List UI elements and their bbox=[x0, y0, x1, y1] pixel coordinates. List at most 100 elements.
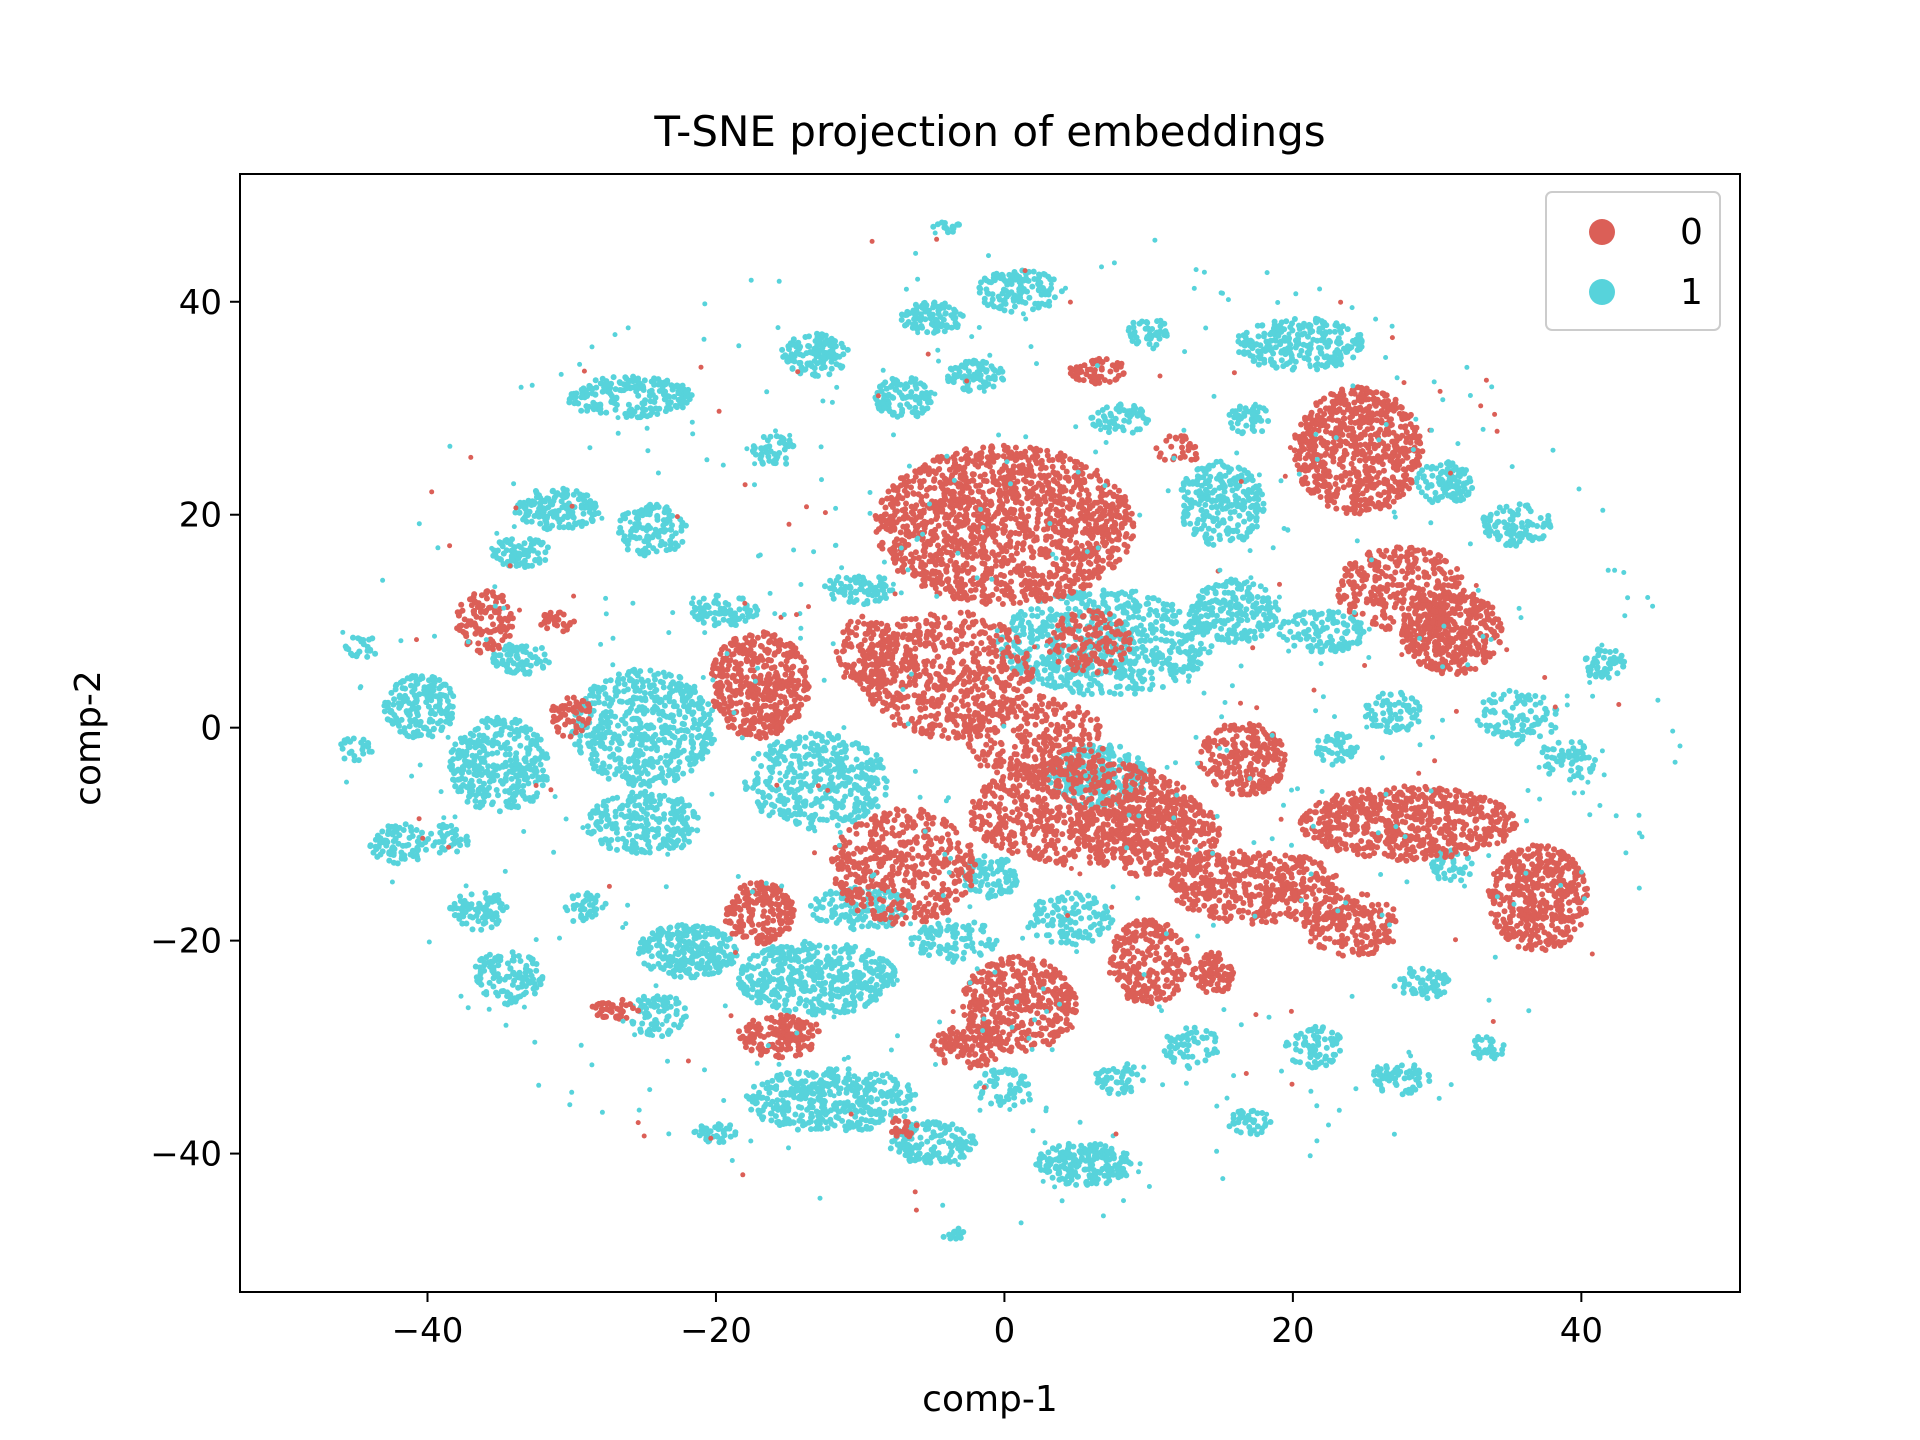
scatter-point bbox=[1044, 631, 1051, 638]
scatter-point bbox=[647, 936, 654, 943]
scatter-point bbox=[677, 930, 684, 937]
scatter-point bbox=[1217, 617, 1224, 624]
scatter-point bbox=[835, 1115, 842, 1121]
scatter-point bbox=[865, 1104, 871, 1111]
scatter-point bbox=[688, 733, 695, 739]
scatter-point bbox=[1289, 355, 1295, 362]
scatter-point bbox=[1172, 677, 1179, 684]
scatter-point bbox=[831, 944, 838, 950]
scatter-point bbox=[692, 759, 699, 765]
scatter-point bbox=[683, 399, 690, 406]
scatter-point bbox=[1270, 360, 1277, 366]
scatter-point bbox=[678, 796, 685, 803]
scatter-point bbox=[701, 714, 708, 721]
scatter-point bbox=[871, 1087, 878, 1093]
scatter-point bbox=[597, 742, 604, 749]
scatter-point bbox=[1331, 328, 1338, 335]
scatter-point bbox=[857, 991, 864, 997]
scatter-point bbox=[1149, 681, 1156, 688]
scatter-point bbox=[624, 380, 631, 387]
scatter-point bbox=[1090, 601, 1097, 608]
scatter-point bbox=[806, 971, 813, 978]
scatter-point bbox=[788, 1078, 795, 1085]
scatter-point bbox=[680, 827, 687, 834]
scatter-point bbox=[691, 974, 698, 981]
scatter-point bbox=[1221, 483, 1228, 490]
scatter-point bbox=[952, 1139, 959, 1146]
scatter-point bbox=[773, 1004, 780, 1011]
scatter-point bbox=[1247, 628, 1254, 635]
scatter-point bbox=[774, 739, 781, 746]
scatter-point bbox=[426, 677, 432, 684]
scatter-point bbox=[529, 773, 536, 780]
scatter-point bbox=[1235, 522, 1241, 529]
scatter-point bbox=[1249, 525, 1256, 532]
scatter-point bbox=[1044, 676, 1051, 682]
scatter-point bbox=[740, 964, 747, 971]
scatter-point bbox=[1039, 609, 1046, 616]
scatter-point bbox=[661, 702, 668, 709]
scatter-point bbox=[1194, 473, 1201, 480]
scatter-point bbox=[612, 771, 619, 778]
scatter-point bbox=[874, 803, 881, 810]
scatter-point bbox=[603, 823, 610, 830]
scatter-point bbox=[1181, 502, 1188, 509]
scatter-point bbox=[864, 1000, 871, 1007]
scatter-point bbox=[643, 736, 650, 743]
scatter-point bbox=[802, 743, 808, 750]
scatter-point bbox=[519, 727, 526, 734]
scatter-point bbox=[628, 697, 635, 704]
scatter-point bbox=[1045, 1163, 1052, 1170]
scatter-point bbox=[617, 760, 624, 767]
scatter-point bbox=[938, 1132, 945, 1139]
scatter-point bbox=[1260, 500, 1267, 507]
scatter-point bbox=[748, 1106, 755, 1113]
scatter-point bbox=[644, 804, 651, 811]
scatter-point bbox=[455, 788, 462, 795]
scatter-point bbox=[876, 990, 883, 997]
scatter-point bbox=[675, 935, 682, 942]
scatter-point bbox=[854, 974, 861, 981]
scatter-point bbox=[1232, 594, 1239, 601]
scatter-point bbox=[1212, 590, 1219, 597]
scatter-point bbox=[1168, 671, 1175, 678]
scatter-point bbox=[890, 981, 897, 988]
scatter-point bbox=[1115, 671, 1122, 677]
scatter-point bbox=[679, 947, 686, 953]
scatter-point bbox=[436, 700, 443, 707]
scatter-point bbox=[1251, 634, 1258, 640]
scatter-point bbox=[812, 966, 819, 973]
scatter-point bbox=[769, 989, 776, 996]
scatter-point bbox=[940, 1138, 947, 1145]
scatter-point bbox=[1041, 620, 1048, 627]
scatter-point bbox=[640, 412, 647, 419]
scatter-point bbox=[817, 816, 823, 823]
scatter-point bbox=[480, 793, 487, 800]
scatter-point bbox=[1166, 661, 1173, 668]
scatter-point bbox=[789, 965, 796, 972]
scatter-point bbox=[1180, 486, 1187, 493]
scatter-point bbox=[914, 1144, 921, 1151]
scatter-point bbox=[1169, 644, 1176, 651]
scatter-point bbox=[686, 702, 693, 709]
scatter-point bbox=[603, 769, 610, 776]
scatter-point bbox=[936, 1120, 943, 1127]
scatter-point bbox=[1073, 1181, 1080, 1188]
scatter-point bbox=[513, 726, 520, 733]
scatter-point bbox=[623, 774, 630, 781]
scatter-point bbox=[464, 759, 471, 765]
scatter-point bbox=[1188, 624, 1195, 631]
scatter-point bbox=[828, 756, 835, 763]
scatter-point bbox=[755, 788, 762, 795]
scatter-point bbox=[1108, 1149, 1115, 1156]
scatter-point bbox=[681, 836, 688, 843]
scatter-point bbox=[849, 741, 856, 748]
scatter-point bbox=[1177, 649, 1184, 656]
scatter-point bbox=[1233, 612, 1240, 618]
scatter-point bbox=[1272, 603, 1279, 610]
scatter-point bbox=[692, 942, 699, 949]
scatter-point bbox=[767, 775, 774, 781]
scatter-point bbox=[687, 761, 694, 768]
scatter-point bbox=[665, 825, 671, 832]
